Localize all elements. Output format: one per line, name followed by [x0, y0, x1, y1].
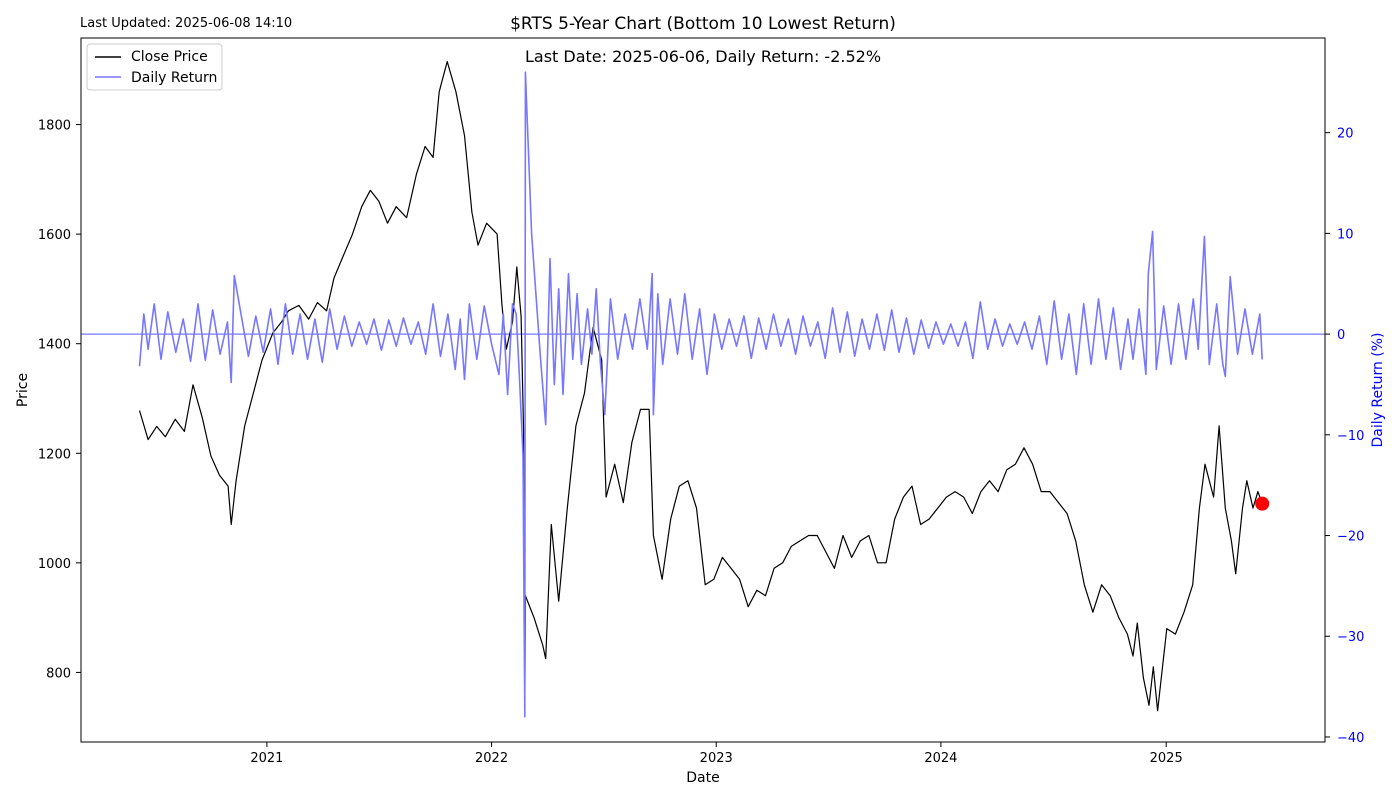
series-layer	[81, 61, 1325, 718]
y-tick-label-right: 10	[1337, 227, 1354, 242]
x-axis-label: Date	[686, 770, 719, 786]
series-line-close-price	[138, 61, 1263, 712]
x-tick-label: 2022	[475, 751, 508, 766]
y-tick-label-left: 1200	[38, 447, 71, 462]
legend-box	[86, 43, 223, 91]
y-tick-label-right: −40	[1337, 731, 1364, 746]
last-updated-label: Last Updated: 2025-06-08 14:10	[80, 16, 292, 31]
y-tick-label-left: 1000	[38, 557, 71, 572]
legend-label-close-price: Close Price	[131, 49, 208, 65]
x-tick-label: 2023	[700, 751, 733, 766]
x-axis: 2021 2022 2023 2024 2025	[250, 742, 1183, 766]
y-tick-label-right: 0	[1337, 328, 1345, 343]
y-axis-label-left: Price	[15, 373, 31, 407]
x-tick-label: 2021	[250, 751, 283, 766]
plot-frame	[80, 37, 1326, 743]
y-tick-label-right: −30	[1337, 630, 1364, 645]
series-line-daily-return	[138, 71, 1263, 718]
y-tick-label-right: −20	[1337, 530, 1364, 545]
legend-label-daily-return: Daily Return	[131, 70, 217, 86]
y-tick-label-left: 1800	[38, 119, 71, 134]
y-axis-label-right: Daily Return (%)	[1370, 332, 1386, 447]
y-tick-label-left: 800	[46, 666, 71, 681]
y-tick-label-left: 1400	[38, 338, 71, 353]
y-axis-left: 800 1000 1200 1400 1600 1800	[38, 119, 81, 681]
x-tick-label: 2025	[1150, 751, 1183, 766]
last-date-annotation: Last Date: 2025-06-06, Daily Return: -2.…	[525, 47, 881, 66]
y-tick-label-left: 1600	[38, 228, 71, 243]
legend: Close Price Daily Return	[86, 43, 223, 91]
x-tick-label: 2024	[924, 751, 957, 766]
y-tick-label-right: −10	[1337, 429, 1364, 444]
last-point-marker	[1255, 496, 1270, 511]
y-axis-right: −40 −30 −20 −10 0 10 20	[1325, 127, 1364, 746]
chart-title: $RTS 5-Year Chart (Bottom 10 Lowest Retu…	[510, 14, 896, 34]
y-tick-label-right: 20	[1337, 127, 1354, 142]
